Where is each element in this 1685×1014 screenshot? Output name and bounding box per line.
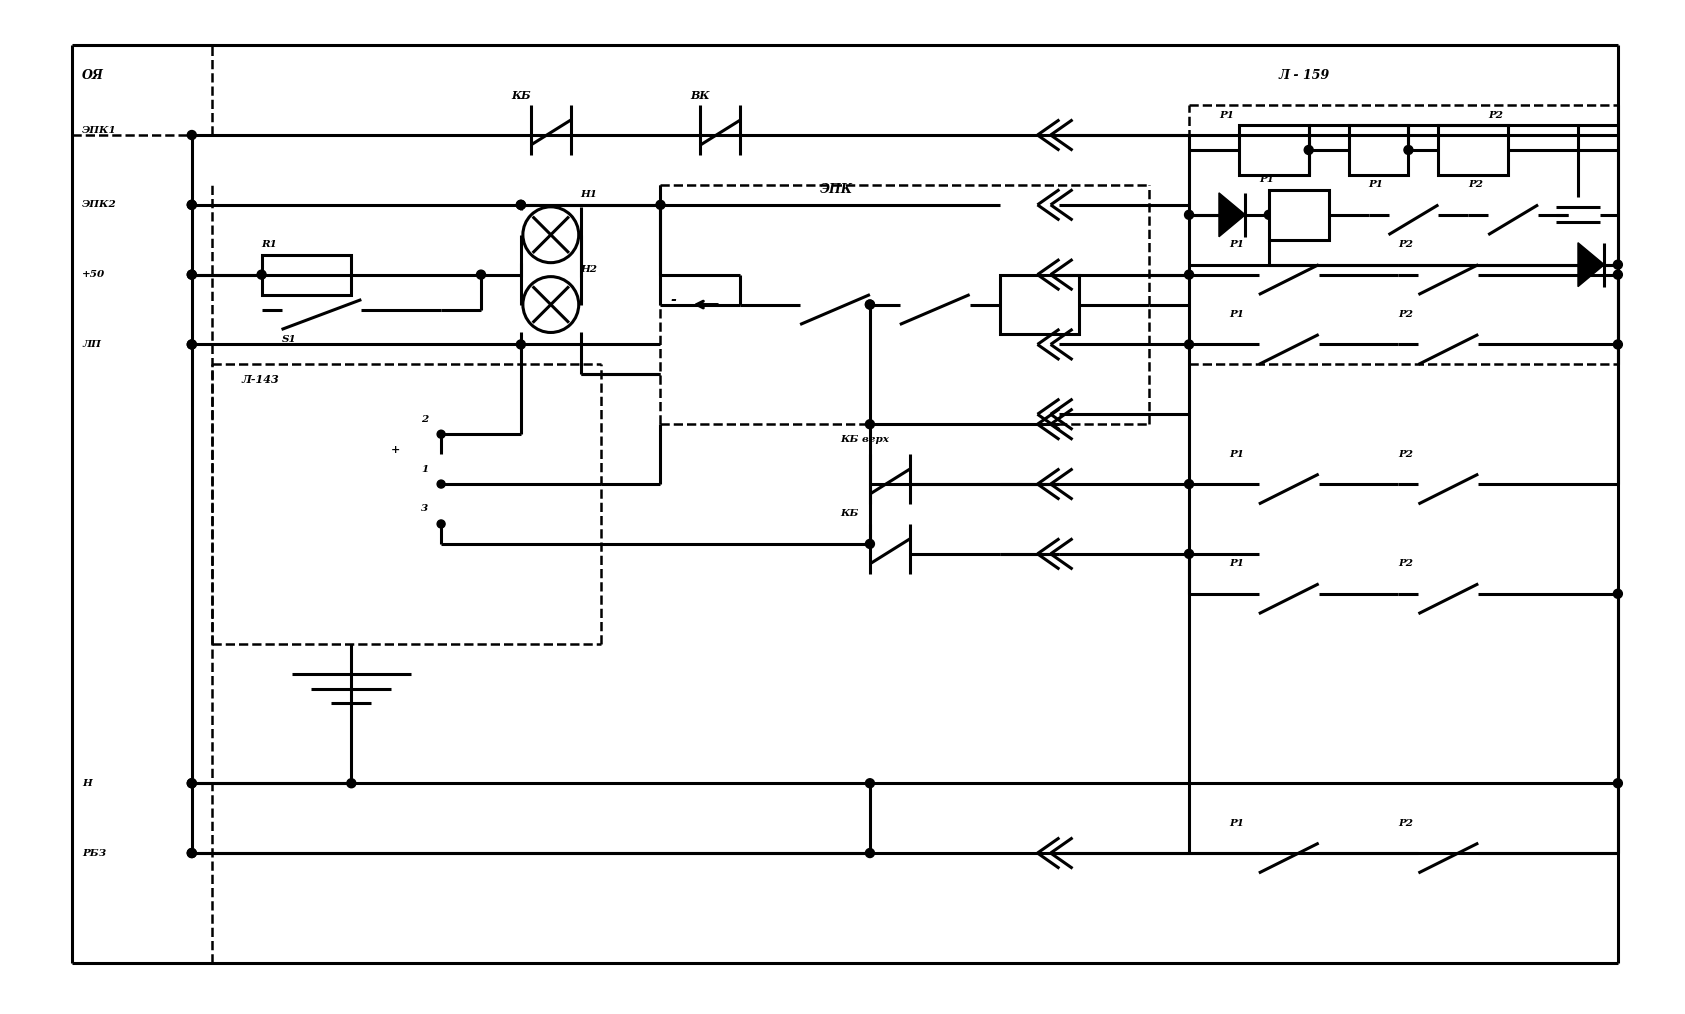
Circle shape	[516, 201, 526, 209]
Text: S1: S1	[281, 335, 297, 344]
Text: +: +	[391, 444, 401, 454]
Circle shape	[1613, 589, 1623, 598]
Circle shape	[1304, 145, 1313, 154]
Text: -: -	[671, 293, 676, 306]
Circle shape	[516, 340, 526, 349]
Circle shape	[1185, 340, 1193, 349]
Circle shape	[187, 849, 195, 858]
Text: ЭПК2: ЭПК2	[83, 201, 116, 209]
Circle shape	[187, 201, 195, 209]
Text: Р2: Р2	[1488, 111, 1503, 120]
Circle shape	[187, 340, 195, 349]
Bar	[999, 275, 1080, 335]
Circle shape	[516, 201, 526, 209]
Text: ЭПК: ЭПК	[821, 184, 853, 197]
Text: Р1: Р1	[1228, 310, 1244, 319]
Circle shape	[866, 420, 875, 429]
Circle shape	[187, 779, 195, 788]
Circle shape	[1613, 340, 1623, 349]
Circle shape	[187, 131, 195, 140]
Polygon shape	[1218, 193, 1245, 236]
Text: 2: 2	[421, 415, 428, 424]
Circle shape	[655, 201, 666, 209]
Circle shape	[477, 270, 485, 279]
Text: ВК: ВК	[691, 89, 709, 100]
Text: Р1: Р1	[1228, 240, 1244, 249]
Text: ЭПК1: ЭПК1	[83, 126, 116, 135]
Circle shape	[187, 201, 195, 209]
Text: Р2: Р2	[1399, 240, 1414, 249]
Bar	[1348, 125, 1409, 174]
Text: КБ: КБ	[841, 509, 858, 518]
Circle shape	[187, 270, 195, 279]
Text: Р2: Р2	[1399, 560, 1414, 568]
Circle shape	[1613, 270, 1623, 279]
Circle shape	[1264, 210, 1274, 219]
Circle shape	[1613, 779, 1623, 788]
Text: Р2: Р2	[1399, 310, 1414, 319]
Text: Р1: Р1	[1368, 180, 1383, 190]
Circle shape	[187, 849, 195, 858]
Circle shape	[866, 300, 875, 309]
Circle shape	[436, 520, 445, 528]
Circle shape	[258, 270, 266, 279]
Circle shape	[1185, 210, 1193, 219]
Text: Р1: Р1	[1218, 111, 1233, 120]
Circle shape	[866, 539, 875, 549]
Text: Р1: Р1	[1259, 175, 1274, 185]
Text: Р2: Р2	[1399, 818, 1414, 827]
Circle shape	[187, 270, 195, 279]
Text: ОЯ: ОЯ	[83, 69, 104, 82]
Text: Л-143: Л-143	[241, 374, 280, 385]
Text: Н2: Н2	[581, 265, 598, 274]
Bar	[1269, 190, 1329, 239]
Circle shape	[187, 340, 195, 349]
Text: Р1: Р1	[1228, 449, 1244, 458]
Circle shape	[866, 849, 875, 858]
Text: Р2: Р2	[1399, 449, 1414, 458]
Circle shape	[1185, 480, 1193, 489]
Text: Р2: Р2	[1468, 180, 1483, 190]
Text: КБ верх: КБ верх	[841, 435, 890, 444]
Circle shape	[187, 779, 195, 788]
Text: 3: 3	[421, 505, 428, 513]
Circle shape	[1185, 550, 1193, 559]
Text: КБ: КБ	[511, 89, 531, 100]
Text: Р1: Р1	[1228, 560, 1244, 568]
Circle shape	[1185, 270, 1193, 279]
Text: РБЗ: РБЗ	[83, 849, 106, 858]
Circle shape	[866, 779, 875, 788]
Circle shape	[1404, 145, 1414, 154]
Text: Н: Н	[83, 779, 93, 788]
Text: Н1: Н1	[581, 191, 598, 200]
Text: 1: 1	[421, 464, 428, 474]
Polygon shape	[1577, 242, 1604, 287]
Text: Л - 159: Л - 159	[1279, 69, 1329, 82]
Text: ЛП: ЛП	[83, 340, 101, 349]
Circle shape	[866, 300, 875, 309]
Bar	[1439, 125, 1508, 174]
Circle shape	[436, 480, 445, 488]
Text: +50: +50	[83, 270, 106, 279]
Circle shape	[347, 779, 356, 788]
Bar	[1238, 125, 1309, 174]
Bar	[261, 255, 352, 295]
Text: Р1: Р1	[1228, 818, 1244, 827]
Circle shape	[436, 430, 445, 438]
Text: R1: R1	[261, 240, 278, 249]
Circle shape	[1613, 261, 1623, 269]
